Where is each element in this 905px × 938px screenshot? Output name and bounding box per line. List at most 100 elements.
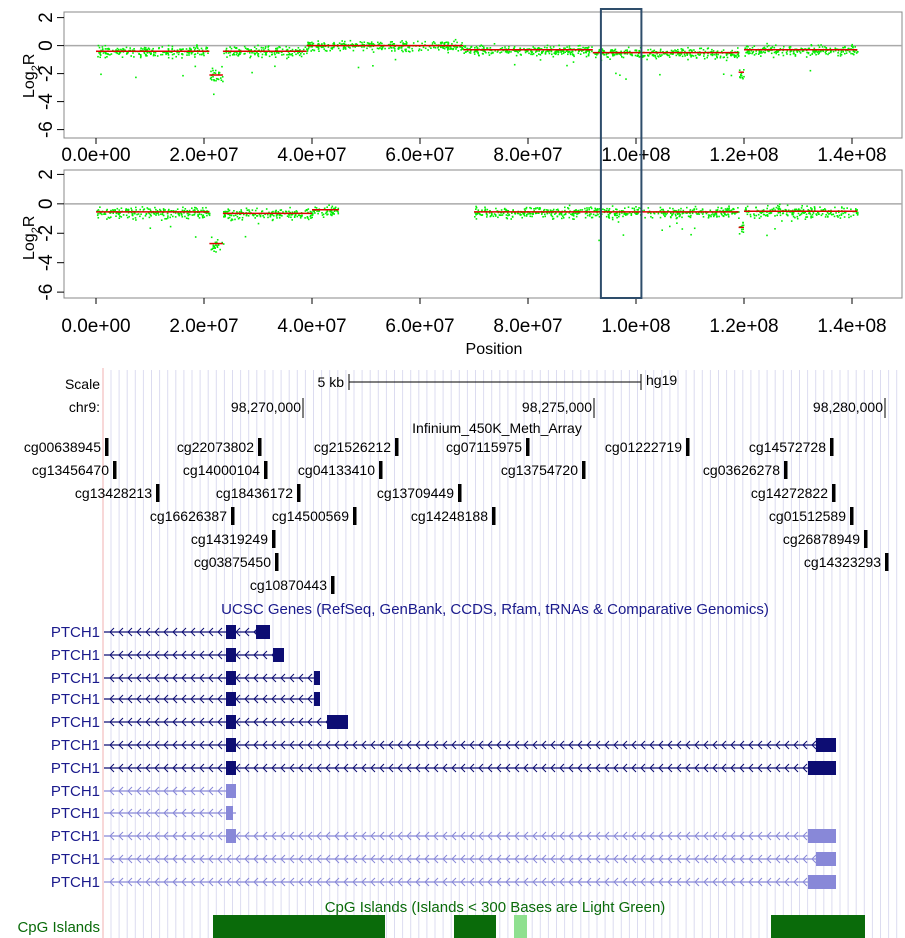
data-point (548, 52, 551, 55)
data-point (792, 50, 795, 53)
data-point (330, 213, 332, 215)
data-point (488, 212, 491, 214)
data-point (447, 41, 449, 44)
data-point (150, 215, 152, 217)
data-point (200, 209, 202, 212)
data-point (709, 214, 711, 217)
data-point (228, 209, 231, 212)
data-point (678, 215, 681, 217)
data-point (474, 50, 476, 52)
data-point (280, 214, 282, 217)
data-point (510, 51, 512, 53)
y-ticks: 20-2-4-6 (36, 169, 64, 301)
data-point (669, 225, 671, 228)
data-point (755, 214, 758, 217)
data-point (463, 52, 465, 54)
data-point (656, 53, 658, 55)
data-point (740, 225, 743, 228)
data-point (261, 210, 263, 213)
data-point (736, 51, 739, 53)
data-point (672, 212, 675, 214)
data-point (262, 215, 264, 217)
data-point (588, 50, 590, 53)
exon-block (226, 738, 236, 752)
data-point (369, 42, 371, 45)
data-point (260, 49, 263, 51)
data-point (577, 212, 579, 214)
data-point (336, 210, 338, 212)
data-point (181, 53, 184, 55)
data-point (483, 46, 485, 49)
data-point (256, 215, 259, 217)
data-point (236, 52, 238, 54)
data-point (837, 49, 840, 52)
data-point (590, 216, 593, 219)
data-point (389, 41, 392, 43)
data-point (154, 206, 156, 209)
data-point (740, 74, 743, 77)
data-point (125, 214, 128, 217)
data-point (674, 213, 677, 216)
data-point (749, 213, 752, 216)
data-point (245, 207, 248, 210)
probe-marker (686, 438, 690, 456)
probe-label: cg13709449 (377, 485, 454, 501)
data-point (446, 46, 448, 49)
data-point (269, 215, 272, 218)
data-point (405, 40, 407, 43)
data-point (549, 209, 552, 211)
data-point (801, 48, 804, 50)
data-point (294, 211, 296, 213)
data-point (776, 214, 778, 217)
data-point (585, 47, 587, 49)
data-point (349, 47, 351, 49)
data-point (459, 46, 461, 48)
data-point (698, 54, 700, 56)
data-point (398, 47, 400, 49)
data-point (793, 52, 795, 55)
data-point (331, 211, 333, 214)
data-point (176, 51, 178, 54)
data-point (551, 210, 554, 212)
data-point (651, 217, 654, 219)
data-point (856, 214, 859, 216)
data-point (807, 209, 809, 211)
data-point (198, 217, 201, 219)
probe-label: cg14272822 (751, 485, 828, 501)
data-point (696, 213, 698, 215)
probe-marker (331, 576, 335, 594)
data-point (227, 217, 230, 220)
data-point (799, 209, 802, 212)
data-point (200, 47, 203, 50)
data-point (667, 54, 669, 57)
data-point (325, 211, 328, 214)
data-point (184, 208, 187, 210)
data-point (307, 47, 310, 50)
data-point (518, 50, 521, 52)
data-point (404, 48, 406, 51)
data-point (848, 47, 850, 50)
data-point (115, 49, 117, 51)
data-point (551, 53, 553, 56)
data-point (475, 50, 478, 52)
data-point (636, 55, 639, 57)
data-point (524, 51, 527, 54)
data-point (564, 47, 566, 50)
data-point (443, 42, 445, 44)
data-point (623, 212, 626, 214)
data-point (205, 48, 207, 50)
data-point (594, 209, 597, 211)
data-point (344, 47, 347, 49)
data-point (538, 47, 541, 49)
data-point (681, 55, 684, 58)
data-point (630, 214, 633, 216)
exon-block (273, 648, 284, 662)
data-point (188, 52, 190, 54)
data-point (670, 212, 672, 214)
data-point (709, 209, 712, 212)
data-point (615, 72, 617, 75)
data-point (466, 50, 469, 52)
data-point (457, 50, 460, 52)
data-point (205, 206, 207, 209)
data-point (801, 205, 803, 207)
